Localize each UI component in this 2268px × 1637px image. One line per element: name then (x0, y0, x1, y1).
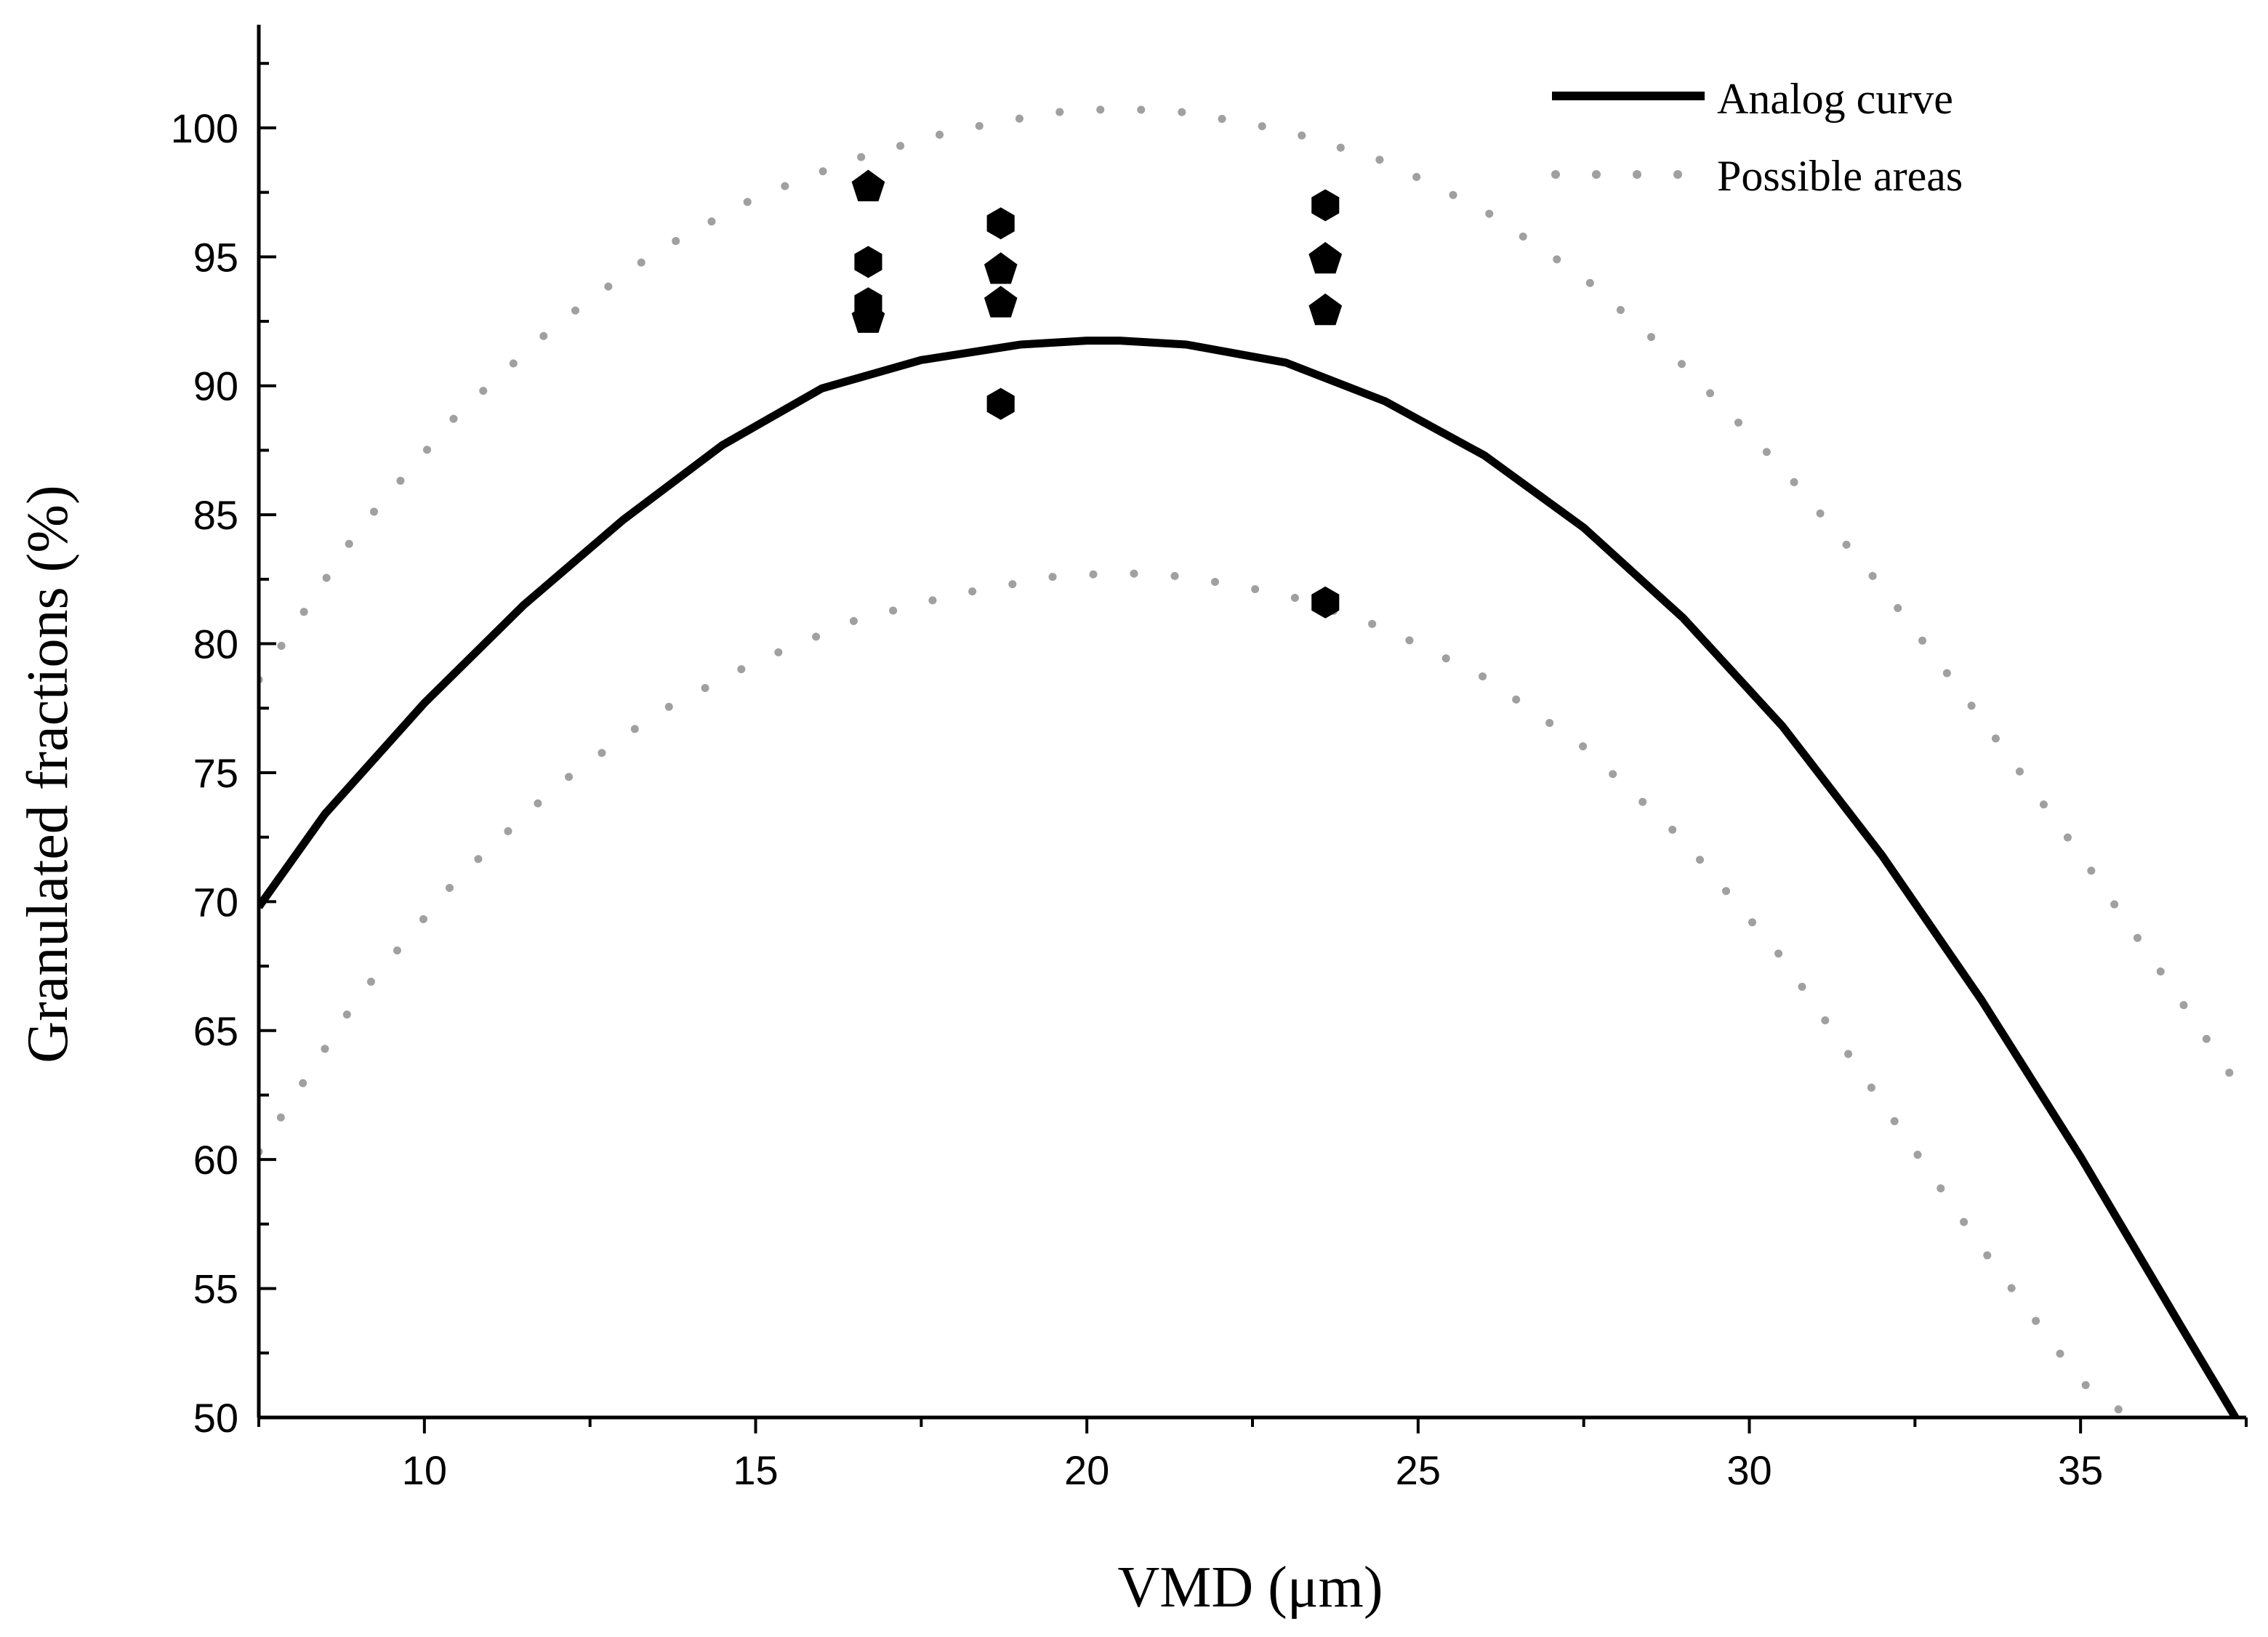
y-tick-label: 90 (193, 363, 238, 409)
y-tick-label: 70 (193, 879, 238, 925)
data-point (1308, 293, 1343, 326)
y-tick-label: 50 (193, 1395, 238, 1441)
x-tick-label: 35 (2058, 1447, 2103, 1493)
legend-dot (1633, 170, 1641, 179)
data-point (1308, 241, 1343, 274)
data-point (854, 246, 882, 278)
y-axis-title: Granulated fractions (%) (16, 485, 80, 1063)
data-point (1311, 189, 1340, 222)
x-axis-title: VMD (μm) (1117, 1556, 1383, 1620)
legend-dot (1551, 170, 1560, 179)
tick-labels: 10 15 20 25 30 35 50 55 60 65 70 75 80 85 90 95 100 (171, 105, 2104, 1493)
legend: Analog curve Possible areas (1551, 75, 1963, 200)
axes (257, 25, 2248, 1433)
data-point (851, 301, 885, 333)
x-tick-label: 15 (733, 1447, 778, 1493)
y-tick-label: 80 (193, 622, 238, 667)
analog-curve-line (259, 337, 2240, 1417)
data-point (851, 169, 885, 201)
legend-label-analog-curve: Analog curve (1717, 75, 1953, 123)
y-tick-label: 55 (193, 1266, 238, 1312)
data-point (1311, 586, 1340, 619)
legend-dotted-swatch (1551, 170, 1682, 179)
possible-area-upper-line (259, 104, 2246, 1102)
legend-label-possible-areas: Possible areas (1717, 152, 1963, 200)
x-tick-label: 25 (1396, 1447, 1441, 1493)
legend-dot (1592, 170, 1601, 179)
plot-lines (259, 104, 2246, 1417)
y-tick-label: 60 (193, 1137, 238, 1183)
x-tick-label: 20 (1064, 1447, 1109, 1493)
y-tick-label: 65 (193, 1008, 238, 1054)
x-tick-label: 30 (1726, 1447, 1772, 1493)
y-tick-label: 95 (193, 234, 238, 280)
y-tick-label: 75 (193, 750, 238, 796)
legend-dot (1673, 170, 1682, 179)
possible-area-lower-line (259, 568, 2136, 1417)
plot-points (851, 169, 1343, 619)
data-point (984, 252, 1018, 284)
y-tick-label: 100 (171, 105, 238, 151)
data-point (986, 207, 1015, 240)
y-tick-label: 85 (193, 492, 238, 538)
data-point (986, 387, 1015, 420)
x-tick-label: 10 (402, 1447, 447, 1493)
data-point (984, 286, 1018, 318)
